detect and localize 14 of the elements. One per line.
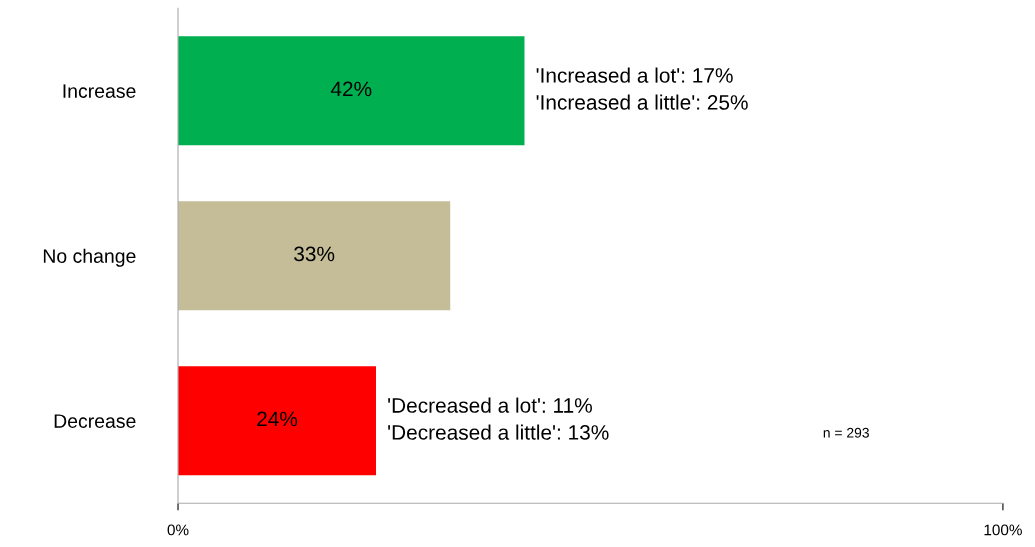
annotation: 'Decreased a lot': 11% 'Decreased a little': 13% [388, 397, 609, 440]
annotation: n = 293 [823, 427, 869, 438]
bar [178, 201, 451, 311]
data-label: 24% [257, 411, 298, 427]
x-tick-label: 100% [984, 524, 1022, 536]
annotation: 'Increased a lot': 17% 'Increased a little': 25% [536, 67, 748, 110]
y-tick-label: Increase [63, 84, 136, 98]
x-tick-label: 0% [167, 524, 189, 536]
bar [178, 366, 376, 476]
bar [178, 36, 525, 146]
data-label: 42% [330, 81, 372, 97]
y-tick-label: No change [43, 248, 136, 267]
data-label: 33% [294, 246, 335, 262]
y-tick-label: Decrease [54, 414, 136, 428]
